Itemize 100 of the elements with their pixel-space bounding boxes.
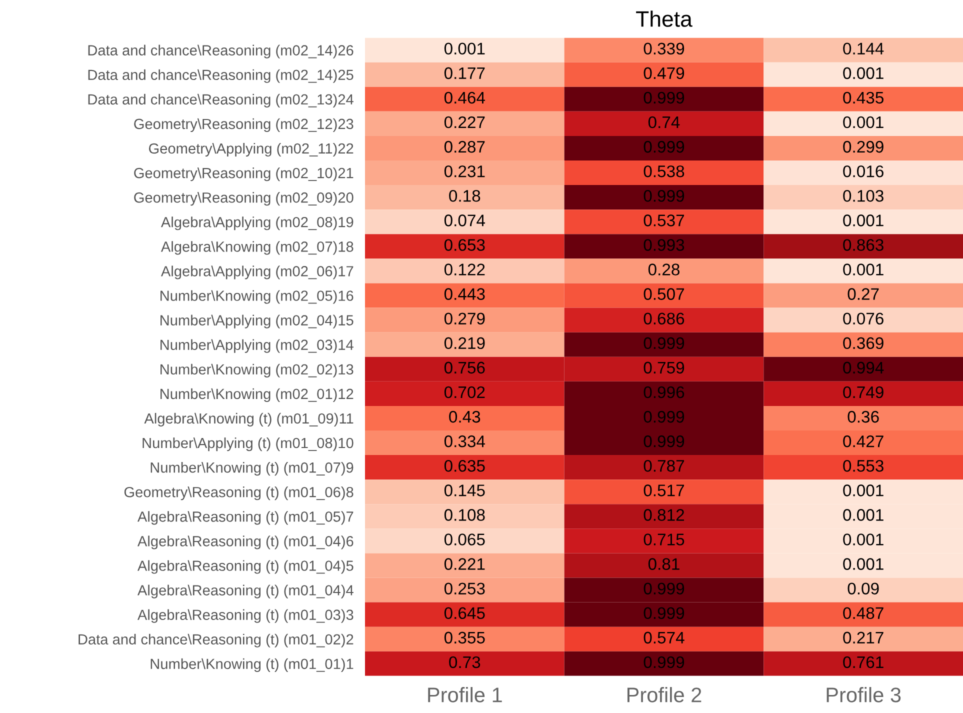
data-label: 0.219 — [444, 337, 485, 350]
data-label: 0.427 — [843, 435, 884, 448]
y-tick-label: Number\Knowing (m02_01)12 — [160, 388, 354, 402]
data-label: 0.999 — [644, 656, 684, 668]
data-label: 0.28 — [648, 264, 680, 276]
data-label: 0.001 — [843, 264, 884, 276]
data-label: 0.635 — [444, 460, 485, 472]
data-label: 0.464 — [444, 92, 486, 104]
data-label: 0.81 — [648, 558, 680, 570]
chart-title: Theta — [636, 10, 692, 27]
y-tick-label: Algebra\Applying (m02_06)17 — [160, 266, 354, 280]
data-label: 0.993 — [644, 239, 684, 251]
data-label: 0.702 — [444, 386, 485, 398]
data-label: 0.517 — [644, 484, 684, 496]
data-label: 0.076 — [843, 312, 884, 325]
y-tick-label: Algebra\Reasoning (t) (m01_04)5 — [137, 560, 354, 574]
y-tick-label: Number\Applying (m02_04)15 — [160, 314, 354, 328]
data-label: 0.999 — [644, 190, 684, 202]
data-label: 0.108 — [444, 509, 485, 521]
data-label: 0.812 — [644, 509, 684, 521]
x-tick-label: Profile 3 — [826, 687, 901, 702]
data-label: 0.863 — [843, 239, 884, 251]
data-label: 0.369 — [843, 337, 884, 350]
y-tick-label: Data and chance\Reasoning (m02_14)26 — [88, 44, 354, 58]
data-label: 0.145 — [444, 484, 485, 496]
data-label: 0.27 — [848, 288, 879, 300]
data-label: 0.74 — [648, 116, 680, 128]
data-label: 0.177 — [444, 67, 485, 80]
data-label: 0.103 — [843, 190, 884, 202]
y-tick-label: Algebra\Knowing (t) (m01_09)11 — [144, 412, 354, 427]
y-tick-label: Geometry\Applying (m02_11)22 — [148, 142, 354, 157]
data-label: 0.761 — [843, 656, 884, 668]
data-label: 0.001 — [843, 484, 884, 496]
x-tick-label: Profile 1 — [428, 687, 502, 702]
y-tick-label: Algebra\Reasoning (t) (m01_04)4 — [137, 584, 354, 598]
data-label: 0.144 — [843, 42, 884, 55]
data-label: 0.73 — [449, 656, 480, 668]
data-label: 0.999 — [644, 337, 684, 350]
data-label: 0.686 — [644, 312, 684, 325]
y-tick-label: Data and chance\Reasoning (t) (m01_02)2 — [78, 634, 354, 648]
data-label: 0.287 — [444, 140, 485, 153]
y-tick-label: Number\Knowing (t) (m01_01)1 — [150, 658, 354, 672]
data-label: 0.001 — [444, 42, 485, 55]
data-label: 0.355 — [444, 632, 485, 644]
data-label: 0.001 — [843, 214, 884, 226]
data-label: 0.001 — [843, 116, 884, 128]
data-label: 0.001 — [843, 509, 884, 521]
data-label: 0.227 — [444, 116, 485, 128]
data-label: 0.653 — [444, 239, 485, 251]
data-label: 0.999 — [644, 435, 684, 448]
data-label: 0.231 — [444, 165, 485, 178]
data-label: 0.999 — [644, 140, 684, 153]
y-tick-label: Geometry\Reasoning (m02_10)21 — [134, 167, 354, 182]
data-label: 0.001 — [843, 534, 884, 546]
data-label: 0.994 — [843, 362, 884, 374]
y-tick-label: Algebra\Reasoning (t) (m01_03)3 — [137, 609, 354, 623]
y-tick-label: Algebra\Knowing (m02_07)18 — [160, 241, 354, 255]
data-label: 0.507 — [644, 288, 684, 300]
data-label: 0.479 — [644, 67, 684, 80]
data-label: 0.574 — [644, 632, 684, 644]
data-label: 0.443 — [444, 288, 485, 300]
y-tick-label: Number\Applying (t) (m01_08)10 — [142, 437, 354, 452]
data-label: 0.999 — [644, 92, 684, 104]
y-tick-label: Algebra\Applying (m02_08)19 — [160, 216, 354, 230]
data-label: 0.122 — [444, 264, 485, 276]
data-label: 0.016 — [843, 165, 884, 178]
data-label: 0.759 — [644, 362, 684, 374]
data-label: 0.538 — [644, 165, 684, 178]
data-label: 0.749 — [843, 386, 884, 398]
y-tick-label: Geometry\Reasoning (m02_09)20 — [134, 192, 354, 206]
data-label: 0.487 — [843, 607, 884, 620]
data-label: 0.334 — [444, 435, 486, 448]
data-label: 0.279 — [444, 312, 485, 325]
data-label: 0.999 — [644, 607, 684, 620]
data-label: 0.553 — [843, 460, 884, 472]
y-tick-label: Geometry\Reasoning (t) (m01_06)8 — [124, 486, 354, 500]
y-tick-label: Number\Applying (m02_03)14 — [160, 339, 354, 353]
data-label: 0.001 — [843, 558, 884, 570]
data-label: 0.339 — [644, 42, 684, 55]
data-label: 0.787 — [644, 460, 684, 472]
data-label: 0.715 — [644, 534, 684, 546]
data-label: 0.43 — [449, 410, 480, 423]
data-label: 0.537 — [644, 214, 684, 226]
data-label: 0.435 — [843, 92, 884, 104]
data-label: 0.36 — [848, 410, 879, 423]
y-tick-label: Data and chance\Reasoning (m02_13)24 — [88, 94, 354, 108]
data-label: 0.996 — [644, 386, 684, 398]
y-tick-label: Data and chance\Reasoning (m02_14)25 — [88, 69, 354, 83]
y-tick-label: Number\Knowing (m02_02)13 — [160, 364, 354, 378]
data-label: 0.18 — [449, 190, 480, 202]
y-tick-label: Geometry\Reasoning (m02_12)23 — [134, 118, 354, 132]
data-label: 0.001 — [843, 67, 884, 80]
x-tick-label: Profile 2 — [627, 687, 702, 702]
y-tick-label: Number\Knowing (t) (m01_07)9 — [150, 462, 354, 476]
y-tick-label: Number\Knowing (m02_05)16 — [160, 290, 354, 304]
data-label: 0.645 — [444, 607, 485, 620]
data-label: 0.299 — [843, 140, 884, 153]
data-label: 0.217 — [843, 632, 884, 644]
data-label: 0.253 — [444, 582, 485, 594]
y-tick-label: Algebra\Reasoning (t) (m01_04)6 — [137, 536, 354, 550]
